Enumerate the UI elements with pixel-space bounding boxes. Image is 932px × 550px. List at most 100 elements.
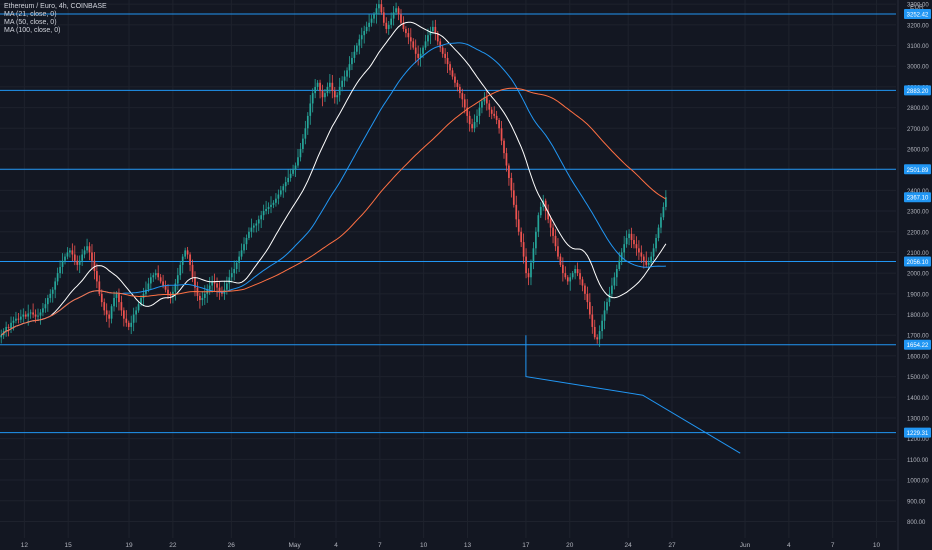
candle-body — [665, 197, 667, 207]
candle-body — [427, 35, 429, 42]
candle-body — [275, 198, 277, 203]
candle-body — [613, 277, 616, 286]
x-tick-label: 4 — [334, 542, 338, 549]
candle-body — [331, 82, 334, 92]
candle-body — [302, 138, 304, 149]
candle-body — [414, 47, 417, 54]
candle-body — [120, 302, 123, 311]
horizontal-levels[interactable] — [0, 13, 896, 434]
candle-body — [267, 206, 270, 209]
candle-body — [73, 254, 76, 261]
candle-body — [635, 244, 638, 249]
candle-body — [586, 293, 589, 303]
candle-body — [522, 242, 525, 257]
ma-50-legend[interactable]: MA (50, close, 0) — [4, 19, 57, 26]
candle-body — [142, 293, 145, 298]
candle-body — [409, 37, 412, 42]
candle-body — [199, 295, 201, 301]
candle-body — [495, 115, 498, 121]
candle-body — [355, 45, 358, 52]
candle-body — [159, 277, 162, 282]
candle-body — [105, 310, 108, 315]
candle-body — [537, 215, 540, 232]
candle-body — [660, 217, 662, 228]
ma-100-legend[interactable]: MA (100, close, 0) — [4, 27, 61, 34]
y-tick-label: 3200.00 — [907, 23, 929, 29]
candle-body — [326, 86, 329, 94]
level-price-label: 2056.10 — [907, 260, 929, 266]
price-axis[interactable]: 800.00 900.00 1000.00 1100.00 1200.00 1300.00… — [897, 0, 929, 550]
candle-body — [512, 190, 515, 205]
time-axis[interactable]: 12 15 19 22 26 May 4 7 10 13 17 20 24 27 Jun 4 7 10 — [21, 542, 881, 549]
candle-body — [287, 177, 290, 183]
candle-body — [329, 82, 331, 87]
candle-body — [628, 233, 630, 238]
y-tick-label: 800.00 — [907, 520, 926, 526]
candle-body — [608, 293, 611, 303]
candle-body — [591, 314, 594, 327]
level-price-label: 3252.42 — [907, 12, 929, 18]
candle-body — [547, 211, 550, 220]
candle-body — [309, 103, 312, 116]
candle-body — [243, 244, 245, 251]
candle-body — [569, 277, 572, 282]
candle-body — [208, 285, 211, 290]
candle-body — [297, 157, 299, 166]
candle-body — [294, 165, 297, 170]
candle-body — [493, 113, 496, 116]
symbol-title[interactable]: Ethereum / Euro, 4h, COINBASE — [4, 3, 107, 10]
price-labels: 3252.42 2883.20 2501.89 2056.10 1654.22 1229.… — [904, 8, 931, 438]
candle-body — [282, 186, 285, 191]
candle-body — [650, 256, 653, 263]
candle-body — [306, 115, 309, 129]
candle-body — [149, 277, 152, 284]
candle-body — [380, 4, 383, 13]
candle-body — [39, 312, 42, 316]
candle-body — [348, 64, 351, 71]
candle-body — [562, 264, 564, 274]
candle-body — [19, 316, 22, 320]
candle-body — [42, 308, 44, 313]
candle-body — [601, 320, 603, 332]
candle-body — [140, 297, 142, 305]
candle-body — [321, 91, 324, 98]
y-tick-label: 1700.00 — [907, 334, 929, 340]
candle-body — [252, 225, 255, 228]
candle-body — [581, 279, 584, 286]
candle-body — [135, 310, 137, 315]
candle-body — [245, 237, 248, 245]
candle-body — [454, 76, 456, 83]
trendline[interactable] — [525, 335, 741, 454]
current-price-tag — [904, 192, 931, 203]
candle-body — [110, 306, 113, 319]
level-price-tag — [904, 164, 931, 175]
candle-body — [314, 86, 317, 94]
candle-body — [473, 122, 476, 129]
candle-body — [272, 202, 275, 205]
candle-body — [37, 315, 39, 317]
candle-body — [250, 227, 253, 232]
candle-body — [557, 246, 559, 257]
candle-body — [260, 215, 263, 220]
candle-body — [363, 31, 366, 36]
x-tick-label: 15 — [65, 542, 73, 549]
candle-body — [265, 208, 267, 212]
candle-body — [554, 235, 557, 247]
candle-body — [603, 310, 606, 321]
candle-body — [375, 8, 378, 15]
candle-body — [83, 250, 86, 255]
x-tick-label: 7 — [378, 542, 382, 549]
y-tick-label: 3000.00 — [907, 65, 929, 71]
ma-21-legend[interactable]: MA (21, close, 0) — [4, 11, 57, 18]
candle-body — [535, 231, 537, 249]
x-tick-label: 17 — [522, 542, 530, 549]
candle-body — [15, 318, 17, 321]
x-tick-label: May — [288, 542, 301, 549]
candle-body — [439, 41, 442, 48]
candle-body — [284, 182, 287, 187]
x-tick-label: 7 — [831, 542, 835, 549]
candle-body — [390, 18, 393, 25]
candle-body — [436, 33, 439, 42]
candle-body — [466, 107, 469, 116]
